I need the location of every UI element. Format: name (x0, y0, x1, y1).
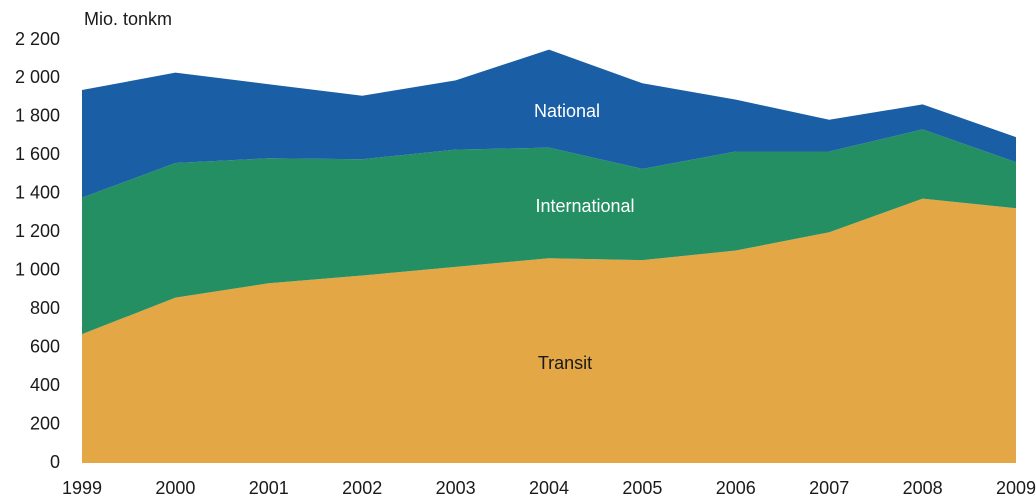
x-tick-label: 2006 (716, 478, 756, 498)
y-tick-label: 1 000 (15, 259, 60, 279)
y-tick-label: 1 200 (15, 221, 60, 241)
series-label: Transit (538, 353, 592, 373)
y-tick-label: 800 (30, 298, 60, 318)
series-label: International (535, 196, 634, 216)
y-tick-label: 400 (30, 375, 60, 395)
x-tick-label: 1999 (62, 478, 102, 498)
y-tick-label: 1 600 (15, 144, 60, 164)
x-tick-label: 2000 (155, 478, 195, 498)
x-tick-label: 2007 (809, 478, 849, 498)
x-tick-label: 2003 (436, 478, 476, 498)
y-tick-label: 1 400 (15, 183, 60, 203)
y-tick-label: 600 (30, 336, 60, 356)
series-label: National (534, 101, 600, 121)
y-tick-label: 2 000 (15, 67, 60, 87)
y-axis-label: Mio. tonkm (84, 9, 172, 29)
x-tick-label: 2008 (903, 478, 943, 498)
x-tick-label: 2002 (342, 478, 382, 498)
area (82, 49, 1016, 198)
y-tick-label: 0 (50, 452, 60, 472)
y-tick-label: 2 200 (15, 29, 60, 49)
area (82, 129, 1016, 335)
x-tick-label: 2004 (529, 478, 569, 498)
x-tick-label: 2005 (622, 478, 662, 498)
x-tick-label: 2001 (249, 478, 289, 498)
y-tick-label: 1 800 (15, 106, 60, 126)
area (82, 198, 1016, 463)
y-tick-label: 200 (30, 413, 60, 433)
x-tick-label: 2009 (996, 478, 1036, 498)
